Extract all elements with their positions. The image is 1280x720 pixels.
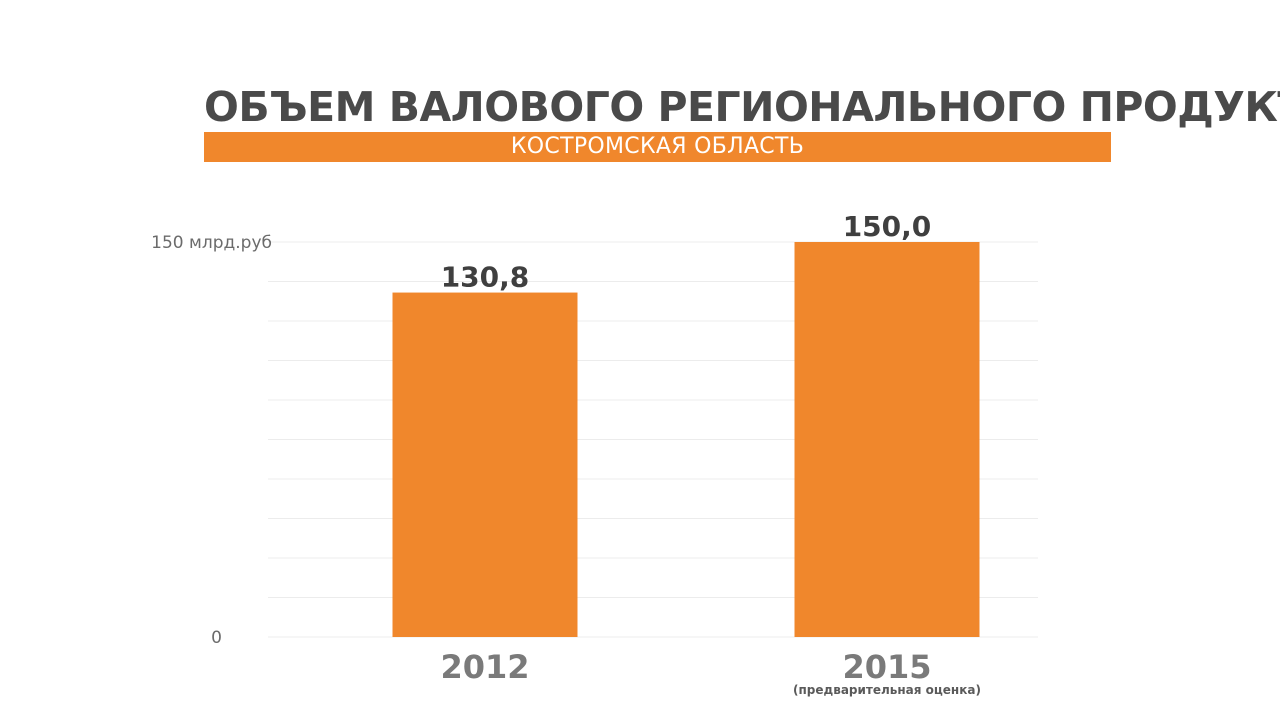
chart-title: ОБЪЕМ ВАЛОВОГО РЕГИОНАЛЬНОГО ПРОДУКТА [204, 83, 1280, 131]
x-tick-label: 2012 [440, 648, 529, 686]
x-tick-label: 2015 [842, 648, 931, 686]
category-note: (предварительная оценка) [793, 683, 981, 697]
value-label: 150,0 [843, 210, 932, 243]
bar-2012 [392, 292, 578, 637]
chart-subtitle: КОСТРОМСКАЯ ОБЛАСТЬ [204, 132, 1111, 162]
y-tick-label: 150 млрд.руб [151, 233, 272, 253]
y-tick-label: 0 [211, 628, 222, 648]
value-label: 130,8 [441, 261, 530, 294]
bar-2015 [794, 242, 980, 637]
